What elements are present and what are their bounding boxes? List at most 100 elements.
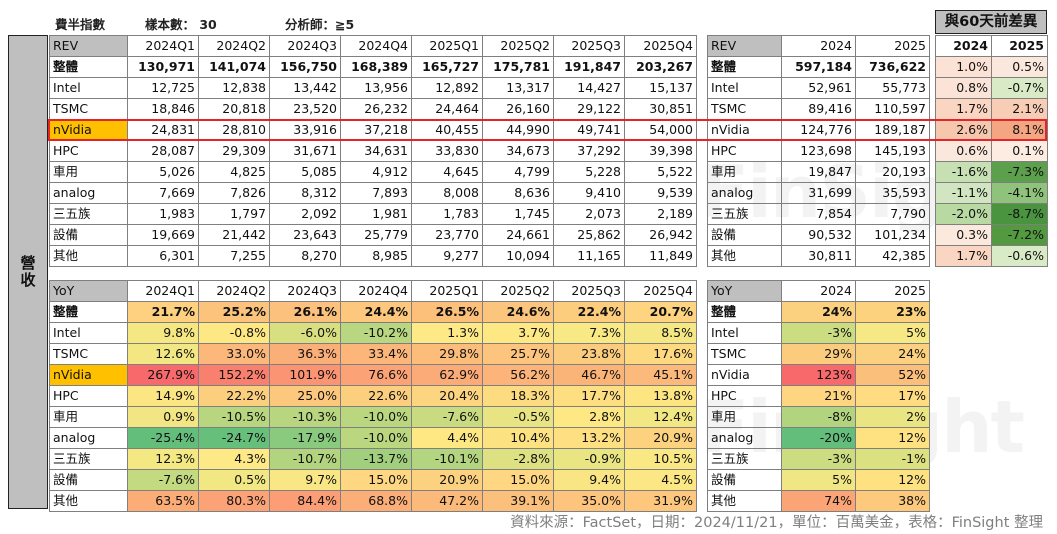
data-cell: 8,312 <box>269 182 341 204</box>
data-cell: -10.0% <box>340 427 412 449</box>
data-cell: 152.2% <box>198 364 270 386</box>
table-row: analog -25.4% -24.7% -17.9% -10.0% 4.4% 10.4% 1… <box>49 427 697 449</box>
data-cell: -3% <box>781 322 856 344</box>
data-cell: 101,234 <box>855 224 930 246</box>
data-cell: 1.3% <box>411 322 483 344</box>
table-row: HPC 28,087 29,309 31,671 34,631 33,830 34,673 3… <box>49 140 697 162</box>
data-cell: -10.0% <box>340 406 412 428</box>
table-row: Intel 9.8% -0.8% -6.0% -10.2% 1.3% 3.7% 7.3% 8.5… <box>49 322 697 344</box>
data-cell: 0.9% <box>127 406 199 428</box>
table-row: nVidia 124,776 189,187 <box>707 119 930 141</box>
row-label: 設備 <box>707 224 782 246</box>
data-cell: 7,893 <box>340 182 412 204</box>
data-cell: -10.2% <box>340 322 412 344</box>
diff-60d-header: 與60天前差異 <box>935 10 1047 34</box>
analyst-count: 分析師：≧5 <box>285 17 355 32</box>
column-header: 2024 <box>781 280 856 302</box>
table-row: 其他 6,301 7,255 8,270 8,985 9,277 10,094 11,165 1… <box>49 245 697 267</box>
table-row: 車用 19,847 20,193 <box>707 161 930 183</box>
table-row: analog 31,699 35,593 <box>707 182 930 204</box>
data-cell: 145,193 <box>855 140 930 162</box>
data-cell: 13.8% <box>624 385 697 407</box>
table-row: TSMC 89,416 110,597 <box>707 98 930 120</box>
table-row: 0.3% -7.2% <box>935 224 1048 246</box>
data-cell: 12.3% <box>127 448 199 470</box>
data-cell: 9.4% <box>553 469 625 491</box>
data-cell: 13.2% <box>553 427 625 449</box>
data-cell: 10,094 <box>482 245 554 267</box>
data-cell: 7,255 <box>198 245 270 267</box>
revenue-section-label: 營收 <box>8 35 48 509</box>
diff-60d-table: 2024 2025 1.0% 0.5% 0.8% -0.7% 1.7% 2.1% 2.6% 8.1… <box>935 35 1048 267</box>
data-cell: 7,790 <box>855 203 930 225</box>
row-label: analog <box>49 427 128 449</box>
table-row: 車用 0.9% -10.5% -10.3% -10.0% -7.6% -0.5% 2.8% 12… <box>49 406 697 428</box>
table-row: 三五族 12.3% 4.3% -10.7% -13.7% -10.1% -2.8% -0.9%… <box>49 448 697 470</box>
row-label: analog <box>49 182 128 204</box>
row-label: 設備 <box>49 469 128 491</box>
data-cell: 35,593 <box>855 182 930 204</box>
table-row: 車用 -8% 2% <box>707 406 930 428</box>
data-cell: 9.8% <box>127 322 199 344</box>
revenue-label-text: 營收 <box>18 255 37 289</box>
data-cell: 110,597 <box>855 98 930 120</box>
table-row: HPC 14.9% 22.2% 25.0% 22.6% 20.4% 18.3% 17.7% 13… <box>49 385 697 407</box>
row-label: TSMC <box>49 343 128 365</box>
data-cell: 12,725 <box>127 77 199 99</box>
data-cell: 17.6% <box>624 343 697 365</box>
data-cell: 130,971 <box>127 56 199 78</box>
table-row: TSMC 12.6% 33.0% 36.3% 33.4% 29.8% 25.7% 23.8% 1… <box>49 343 697 365</box>
data-cell: 89,416 <box>781 98 856 120</box>
data-cell: 2.8% <box>553 406 625 428</box>
data-cell: 24,661 <box>482 224 554 246</box>
row-label: 整體 <box>707 301 782 323</box>
data-cell: 5% <box>781 469 856 491</box>
table-corner-label: REV <box>49 35 128 57</box>
data-cell: 9,277 <box>411 245 483 267</box>
data-cell: -10.5% <box>198 406 270 428</box>
data-cell: 35.0% <box>553 490 625 512</box>
data-cell: 39,398 <box>624 140 697 162</box>
table-row: 三五族 7,854 7,790 <box>707 203 930 225</box>
data-cell: 7,669 <box>127 182 199 204</box>
data-cell: 49,741 <box>553 119 625 141</box>
table-row: HPC 123,698 145,193 <box>707 140 930 162</box>
data-cell: 19,847 <box>781 161 856 183</box>
data-cell: 18,846 <box>127 98 199 120</box>
data-cell: -10.7% <box>269 448 341 470</box>
data-cell: 30,851 <box>624 98 697 120</box>
data-cell: 124,776 <box>781 119 856 141</box>
data-cell: -7.6% <box>127 469 199 491</box>
data-cell: 0.1% <box>991 140 1048 162</box>
table-row: 三五族 1,983 1,797 2,092 1,981 1,783 1,745 2,073 2,… <box>49 203 697 225</box>
data-cell: 1,797 <box>198 203 270 225</box>
data-cell: 33,916 <box>269 119 341 141</box>
data-cell: 5,085 <box>269 161 341 183</box>
table-row: Intel 52,961 55,773 <box>707 77 930 99</box>
data-cell: -2.8% <box>482 448 554 470</box>
row-label: nVidia <box>707 119 782 141</box>
data-cell: -7.6% <box>411 406 483 428</box>
data-cell: 4,799 <box>482 161 554 183</box>
data-cell: 1.7% <box>935 98 992 120</box>
row-label: 三五族 <box>49 203 128 225</box>
data-cell: 24% <box>855 343 930 365</box>
data-cell: -0.7% <box>991 77 1048 99</box>
data-cell: 6,301 <box>127 245 199 267</box>
row-label: 其他 <box>49 490 128 512</box>
data-cell: 8.5% <box>624 322 697 344</box>
data-cell: 26,160 <box>482 98 554 120</box>
table-row: -1.1% -4.1% <box>935 182 1048 204</box>
data-cell: 24.6% <box>482 301 554 323</box>
data-cell: 36.3% <box>269 343 341 365</box>
table-row: 2.6% 8.1% <box>935 119 1048 141</box>
table-row: nVidia 123% 52% <box>707 364 930 386</box>
data-cell: -3% <box>781 448 856 470</box>
data-cell: 22.2% <box>198 385 270 407</box>
table-row: 1.7% -0.6% <box>935 245 1048 267</box>
data-cell: 13,442 <box>269 77 341 99</box>
data-cell: 13,317 <box>482 77 554 99</box>
data-cell: 20,818 <box>198 98 270 120</box>
column-header: 2025Q3 <box>553 35 625 57</box>
data-cell: 42,385 <box>855 245 930 267</box>
